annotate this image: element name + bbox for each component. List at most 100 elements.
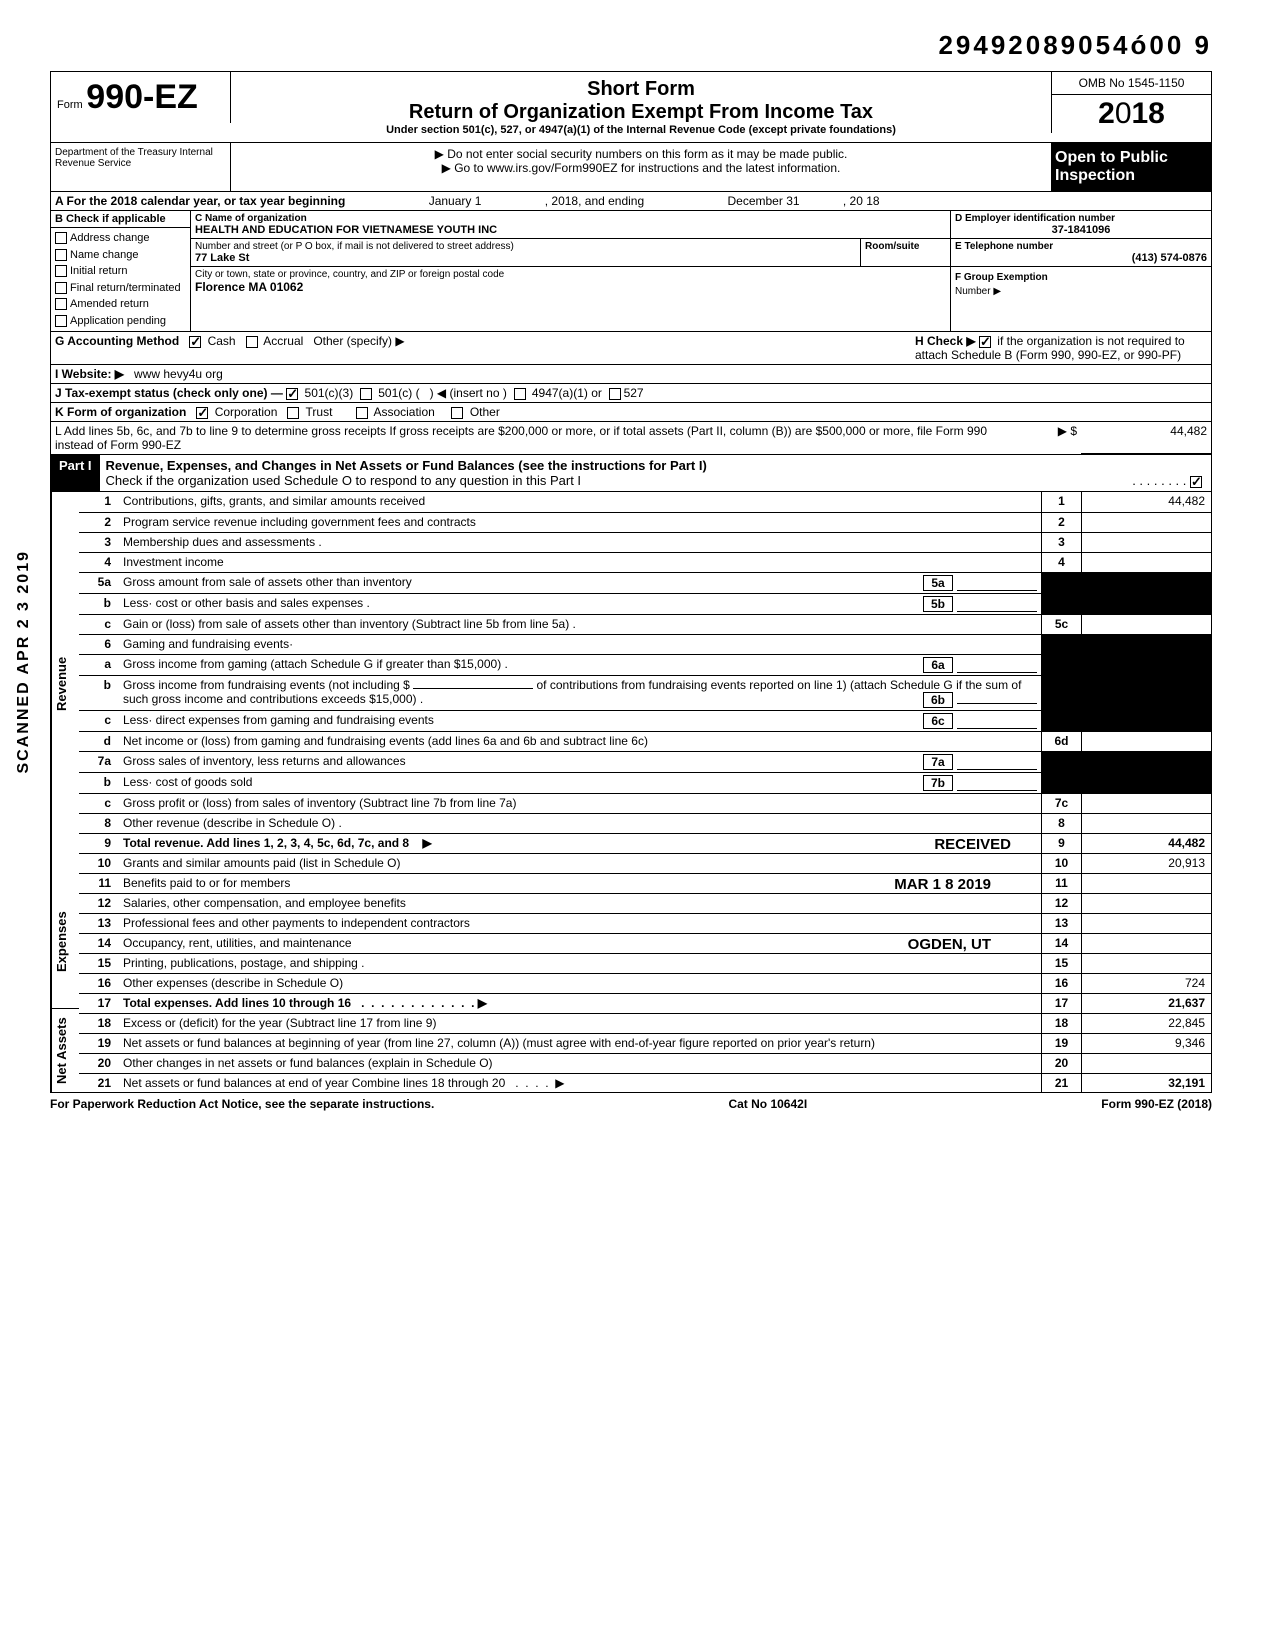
- box-16: 16: [1041, 974, 1081, 993]
- box-21: 21: [1041, 1074, 1081, 1092]
- lbl-accrual: Accrual: [263, 334, 303, 348]
- amtshade-7a: [1081, 752, 1211, 772]
- cb-other-org[interactable]: [451, 407, 463, 419]
- part1-title: Revenue, Expenses, and Changes in Net As…: [106, 458, 707, 473]
- desc-2: Program service revenue including govern…: [119, 513, 1041, 532]
- org-name: HEALTH AND EDUCATION FOR VIETNAMESE YOUT…: [195, 224, 946, 236]
- box-5c: 5c: [1041, 615, 1081, 634]
- cb-initial-return[interactable]: [55, 265, 67, 277]
- ein: 37-1841096: [955, 224, 1207, 236]
- subtitle: Under section 501(c), 527, or 4947(a)(1)…: [237, 124, 1045, 136]
- cb-assoc[interactable]: [356, 407, 368, 419]
- k-label: K Form of organization: [55, 405, 186, 419]
- desc-6b: Gross income from fundraising events (no…: [123, 678, 410, 692]
- box-6c: 6c: [923, 713, 953, 729]
- box-7a: 7a: [923, 754, 953, 770]
- omb-number: OMB No 1545-1150: [1052, 72, 1211, 95]
- e-label: E Telephone number: [955, 241, 1207, 252]
- box-6b: 6b: [923, 692, 953, 708]
- amtshade-5a: [1081, 573, 1211, 593]
- desc-20: Other changes in net assets or fund bala…: [119, 1054, 1041, 1073]
- cb-cash[interactable]: [189, 336, 201, 348]
- row-k: K Form of organization Corporation Trust…: [50, 403, 1212, 422]
- amt-3: [1081, 533, 1211, 552]
- h-label: H Check ▶: [915, 334, 976, 348]
- amt-20: [1081, 1054, 1211, 1073]
- box-3: 3: [1041, 533, 1081, 552]
- lbl-address-change: Address change: [70, 232, 150, 244]
- phone: (413) 574-0876: [955, 252, 1207, 264]
- desc-6d: Net income or (loss) from gaming and fun…: [119, 732, 1041, 751]
- amt-2: [1081, 513, 1211, 532]
- cb-final-return[interactable]: [55, 282, 67, 294]
- date-stamp: MAR 1 8 2019: [894, 876, 991, 893]
- desc-11: Benefits paid to or for members MAR 1 8 …: [119, 874, 1041, 893]
- ln-5b: b: [79, 594, 119, 614]
- lbl-501c: 501(c) (: [378, 386, 419, 400]
- desc-5b: Less· cost or other basis and sales expe…: [123, 596, 919, 612]
- val-6b: [957, 703, 1037, 704]
- cb-address-change[interactable]: [55, 232, 67, 244]
- lbl-527: 527: [624, 386, 644, 400]
- desc-13: Professional fees and other payments to …: [119, 914, 1041, 933]
- box-12: 12: [1041, 894, 1081, 913]
- desc-19: Net assets or fund balances at beginning…: [119, 1034, 1041, 1053]
- i-label: I Website: ▶: [55, 367, 124, 381]
- section-expenses: Expenses: [51, 875, 79, 1009]
- cb-501c[interactable]: [360, 388, 372, 400]
- ln-9: 9: [79, 834, 119, 853]
- amtshade-7b: [1081, 773, 1211, 793]
- row-l: L Add lines 5b, 6c, and 7b to line 9 to …: [50, 422, 1212, 455]
- b-label: B Check if applicable: [51, 211, 190, 228]
- cb-amended[interactable]: [55, 298, 67, 310]
- cb-name-change[interactable]: [55, 249, 67, 261]
- box-14: 14: [1041, 934, 1081, 953]
- desc-15: Printing, publications, postage, and shi…: [119, 954, 1041, 973]
- cb-501c3[interactable]: [286, 388, 298, 400]
- lbl-other: Other (specify) ▶: [313, 334, 404, 348]
- part1-label: Part I: [51, 455, 100, 491]
- g-label: G Accounting Method: [55, 334, 179, 348]
- dept-label: Department of the Treasury Internal Reve…: [51, 143, 231, 191]
- shade-5a: [1041, 573, 1081, 593]
- amt-18: 22,845: [1081, 1014, 1211, 1033]
- ln-2: 2: [79, 513, 119, 532]
- desc-14: Occupancy, rent, utilities, and maintena…: [119, 934, 1041, 953]
- lbl-4947: 4947(a)(1) or: [532, 386, 602, 400]
- ln-5a: 5a: [79, 573, 119, 593]
- ln-7b: b: [79, 773, 119, 793]
- lbl-cash: Cash: [208, 334, 236, 348]
- return-title: Return of Organization Exempt From Incom…: [237, 101, 1045, 124]
- cb-527[interactable]: [609, 388, 621, 400]
- cb-app-pending[interactable]: [55, 315, 67, 327]
- shade-6a: [1041, 655, 1081, 675]
- lbl-501c3: 501(c)(3): [305, 386, 354, 400]
- footer-right: Form 990-EZ (2018): [1101, 1097, 1212, 1111]
- amt-5c: [1081, 615, 1211, 634]
- cb-trust[interactable]: [287, 407, 299, 419]
- amt-8: [1081, 814, 1211, 833]
- shade-6b: [1041, 676, 1081, 710]
- lbl-amended: Amended return: [70, 298, 149, 310]
- amt-17: 21,637: [1081, 994, 1211, 1013]
- cb-corp[interactable]: [196, 407, 208, 419]
- cb-accrual[interactable]: [246, 336, 258, 348]
- shade-5b: [1041, 594, 1081, 614]
- amt-12: [1081, 894, 1211, 913]
- ln-19: 19: [79, 1034, 119, 1053]
- lbl-insert: ◀ (insert no ): [437, 386, 507, 400]
- cb-h[interactable]: [979, 336, 991, 348]
- amt-15: [1081, 954, 1211, 973]
- ln-15: 15: [79, 954, 119, 973]
- amt-1: 44,482: [1081, 492, 1211, 512]
- box-7c: 7c: [1041, 794, 1081, 813]
- cb-4947[interactable]: [514, 388, 526, 400]
- cb-part1-schedo[interactable]: [1190, 476, 1202, 488]
- desc-1: Contributions, gifts, grants, and simila…: [119, 492, 1041, 512]
- entity-block: B Check if applicable Address change Nam…: [50, 211, 1212, 332]
- document-id: 29492089054ó00 9: [50, 30, 1212, 61]
- form-header: Form 990-EZ Short Form Return of Organiz…: [50, 71, 1212, 143]
- row-i: I Website: ▶ www hevy4u org: [50, 365, 1212, 384]
- footer-left: For Paperwork Reduction Act Notice, see …: [50, 1097, 434, 1111]
- amt-7c: [1081, 794, 1211, 813]
